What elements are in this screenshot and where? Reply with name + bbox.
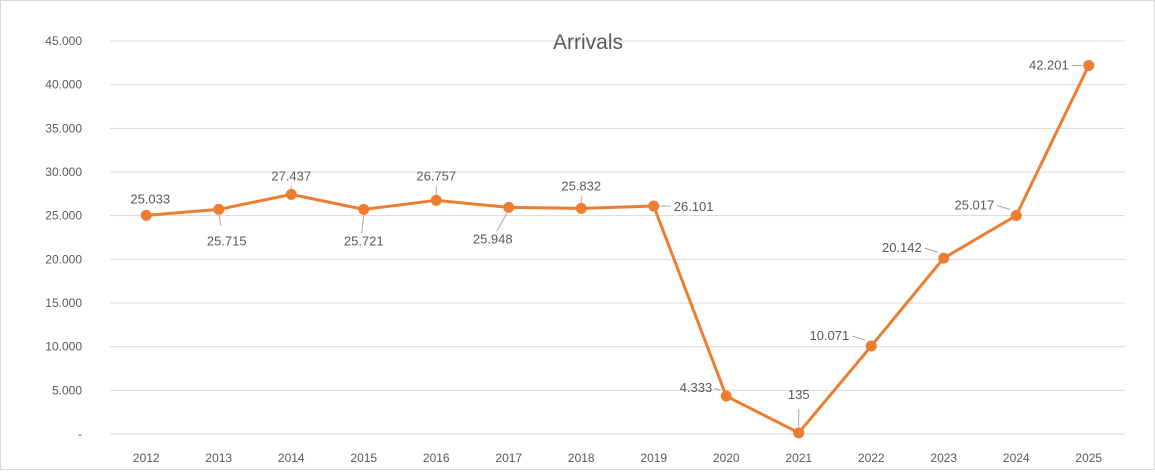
data-point — [720, 390, 732, 402]
data-point — [938, 252, 950, 264]
data-label: 26.101 — [674, 199, 714, 214]
data-point — [865, 340, 877, 352]
data-label: 25.948 — [473, 231, 513, 246]
y-tick-label: 20.000 — [45, 252, 82, 266]
label-leader-line — [218, 213, 222, 226]
data-label: 25.832 — [561, 178, 601, 193]
y-tick-label: 5.000 — [52, 383, 82, 397]
x-tick-label: 2023 — [930, 451, 957, 465]
data-label: 4.333 — [680, 380, 713, 395]
data-label: 42.201 — [1029, 57, 1069, 72]
x-tick-label: 2018 — [568, 451, 595, 465]
label-leader-line — [714, 387, 721, 391]
y-tick-label: 15.000 — [45, 296, 82, 310]
y-tick-label: 35.000 — [45, 121, 82, 135]
data-label: 25.721 — [344, 233, 384, 248]
y-tick-label: 10.000 — [45, 340, 82, 354]
x-tick-label: 2015 — [350, 451, 377, 465]
data-label: 27.437 — [271, 168, 311, 183]
x-tick-label: 2016 — [423, 451, 450, 465]
label-leader-line — [924, 247, 938, 253]
x-tick-label: 2017 — [495, 451, 522, 465]
x-tick-label: 2020 — [713, 451, 740, 465]
data-label: 25.033 — [130, 191, 170, 206]
data-label: 10.071 — [809, 328, 849, 343]
data-point — [285, 188, 297, 200]
x-tick-label: 2013 — [205, 451, 232, 465]
y-axis-ticks: - 5.000 10.000 15.000 20.000 25.000 30.000 35.0… — [45, 34, 82, 441]
y-tick-label: 30.000 — [45, 165, 82, 179]
x-tick-label: 2014 — [278, 451, 305, 465]
x-tick-label: 2012 — [133, 451, 160, 465]
y-tick-label: 40.000 — [45, 78, 82, 92]
x-axis-ticks: 2012 2013 2014 2015 2016 2017 2018 2019 2020 2021… — [133, 451, 1103, 465]
y-tick-label: 25.000 — [45, 209, 82, 223]
data-labels: 25.033 25.715 27.437 25.721 26.757 25.948 25.8… — [130, 57, 1083, 427]
x-tick-label: 2024 — [1003, 451, 1030, 465]
y-tick-label: 45.000 — [45, 34, 82, 48]
data-point — [213, 203, 225, 215]
data-point — [793, 427, 805, 439]
series-line — [146, 64, 1091, 435]
data-label: 25.017 — [954, 198, 994, 213]
data-point — [140, 209, 152, 221]
data-label: 25.715 — [207, 233, 247, 248]
data-point — [503, 201, 515, 213]
data-point — [1010, 210, 1022, 222]
label-leader-line — [361, 214, 365, 234]
y-tick-label: - — [78, 427, 82, 441]
data-point — [648, 200, 660, 212]
data-label: 26.757 — [416, 168, 456, 183]
label-leader-line — [852, 335, 866, 341]
x-tick-label: 2022 — [858, 451, 885, 465]
x-tick-label: 2025 — [1075, 451, 1102, 465]
data-point — [358, 203, 370, 215]
data-label: 20.142 — [882, 240, 922, 255]
chart-title: Arrivals — [553, 31, 623, 54]
grid-layer — [110, 40, 1125, 435]
label-leader-line — [997, 205, 1011, 210]
label-leader-line — [496, 213, 508, 232]
data-label: 135 — [788, 387, 810, 402]
x-tick-label: 2019 — [640, 451, 667, 465]
data-point — [1083, 59, 1095, 71]
data-point — [430, 194, 442, 206]
data-point — [575, 202, 587, 214]
x-tick-label: 2021 — [785, 451, 812, 465]
